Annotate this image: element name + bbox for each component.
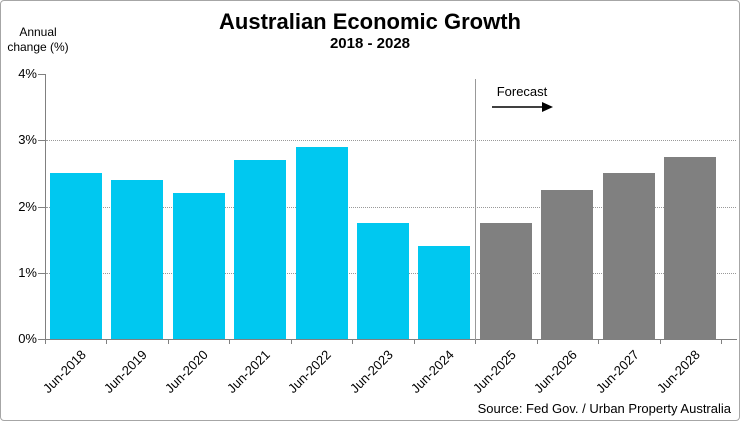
bar-jun-2026 (541, 189, 594, 339)
y-axis-tick (38, 272, 45, 274)
bar-jun-2021 (234, 160, 287, 339)
x-axis-tick (598, 340, 600, 344)
x-tick-label-jun-2019: Jun-2019 (100, 347, 150, 396)
x-axis-tick (167, 340, 169, 344)
chart-title: Australian Economic Growth (219, 9, 521, 34)
x-axis-tick (45, 340, 46, 344)
y-tick-label: 3% (18, 132, 37, 148)
x-axis-tick (413, 340, 415, 344)
x-axis-tick (229, 340, 231, 344)
gridline-2pct (46, 206, 736, 208)
x-axis-tick (720, 340, 722, 344)
y-axis-title: Annual change (%) (7, 25, 69, 54)
x-axis-tick (106, 340, 108, 344)
y-axis-tick (38, 206, 45, 208)
x-tick-label-jun-2021: Jun-2021 (223, 347, 273, 396)
x-axis-line (45, 339, 737, 340)
y-tick-label: 1% (18, 264, 37, 280)
bar-jun-2028 (664, 156, 717, 339)
x-axis-tick (475, 340, 477, 344)
x-tick-label-jun-2028: Jun-2028 (653, 347, 703, 396)
x-tick-label-jun-2026: Jun-2026 (530, 347, 580, 396)
y-tick-label: 2% (18, 198, 37, 214)
x-tick-label-jun-2027: Jun-2027 (592, 347, 642, 396)
bar-jun-2022 (295, 146, 348, 339)
x-tick-label-jun-2025: Jun-2025 (469, 347, 519, 396)
x-tick-label-jun-2024: Jun-2024 (408, 347, 458, 396)
forecast-annotation-label: Forecast (496, 84, 548, 99)
y-axis-tick (38, 140, 45, 142)
x-tick-label-jun-2018: Jun-2018 (39, 347, 89, 396)
y-axis-tick (38, 74, 45, 75)
source-credit: Source: Fed Gov. / Urban Property Austra… (477, 401, 731, 416)
x-tick-label-jun-2020: Jun-2020 (162, 347, 212, 396)
bar-jun-2025 (479, 223, 532, 339)
bar-jun-2018 (49, 173, 102, 339)
x-tick-label-jun-2022: Jun-2022 (285, 347, 335, 396)
y-axis-tick (38, 339, 45, 340)
bar-jun-2024 (418, 246, 471, 339)
forecast-arrow-icon (492, 102, 553, 112)
bar-jun-2027 (602, 173, 655, 339)
x-tick-label-jun-2023: Jun-2023 (346, 347, 396, 396)
x-axis-tick (290, 340, 292, 344)
y-axis-line (45, 74, 46, 339)
y-tick-label: 4% (18, 66, 37, 81)
chart-subtitle: 2018 - 2028 (329, 35, 411, 52)
bar-jun-2020 (172, 193, 225, 339)
gridline-3pct (46, 140, 736, 142)
y-tick-label: 0% (18, 331, 37, 346)
x-axis-tick (536, 340, 538, 344)
bar-jun-2019 (111, 180, 164, 339)
bar-jun-2023 (356, 223, 409, 339)
forecast-divider-line (475, 79, 476, 342)
x-axis-tick (352, 340, 354, 344)
x-axis-tick (659, 340, 661, 344)
